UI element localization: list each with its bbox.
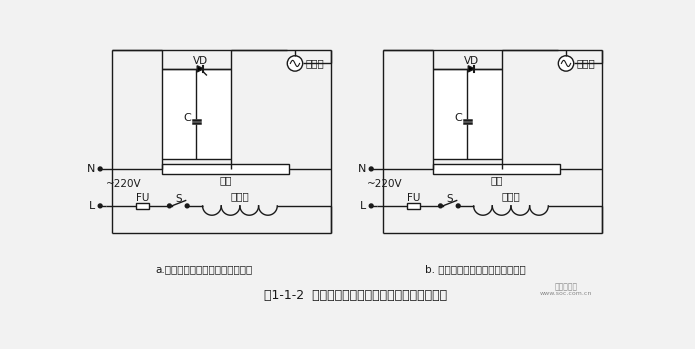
- Bar: [162, 164, 289, 174]
- Text: FU: FU: [136, 193, 149, 203]
- Text: a.用晶闸管、电容组成的启动线路: a.用晶闸管、电容组成的启动线路: [156, 264, 253, 274]
- Text: 电子发烧友: 电子发烧友: [555, 282, 578, 291]
- Text: ~220V: ~220V: [106, 179, 141, 188]
- Text: VD: VD: [193, 56, 208, 66]
- Text: S: S: [175, 194, 181, 204]
- Text: L: L: [89, 201, 95, 211]
- Text: ~220V: ~220V: [366, 179, 402, 188]
- Circle shape: [186, 204, 189, 208]
- Polygon shape: [468, 66, 475, 72]
- Circle shape: [167, 204, 172, 208]
- Text: FU: FU: [407, 193, 420, 203]
- Bar: [136, 203, 149, 209]
- Text: b. 用二极管、电容组成的启动线路: b. 用二极管、电容组成的启动线路: [425, 264, 525, 274]
- Text: 镇流器: 镇流器: [231, 192, 250, 202]
- Circle shape: [287, 56, 303, 71]
- Bar: [407, 203, 420, 209]
- Circle shape: [558, 56, 573, 71]
- Circle shape: [369, 204, 373, 208]
- Polygon shape: [197, 66, 204, 72]
- Circle shape: [98, 204, 102, 208]
- Text: S: S: [446, 194, 452, 204]
- Text: 启动器: 启动器: [306, 58, 325, 68]
- Text: www.soc.com.cn: www.soc.com.cn: [540, 291, 592, 296]
- Text: L: L: [360, 201, 366, 211]
- Text: 启动器: 启动器: [577, 58, 596, 68]
- Text: 镇流器: 镇流器: [502, 192, 521, 202]
- Bar: [433, 69, 502, 159]
- Text: 灯管: 灯管: [219, 175, 231, 185]
- Circle shape: [439, 204, 443, 208]
- Text: N: N: [358, 164, 366, 174]
- Text: N: N: [87, 164, 95, 174]
- Circle shape: [457, 204, 460, 208]
- Circle shape: [369, 167, 373, 171]
- Text: 图1-1-2  具有荧光灯快速延寿启动特性的电气线路: 图1-1-2 具有荧光灯快速延寿启动特性的电气线路: [264, 289, 448, 303]
- Circle shape: [98, 167, 102, 171]
- Text: C: C: [455, 113, 462, 123]
- Text: VD: VD: [464, 56, 479, 66]
- Text: 灯管: 灯管: [490, 175, 502, 185]
- Bar: [433, 164, 560, 174]
- Text: C: C: [183, 113, 191, 123]
- Bar: [162, 69, 231, 159]
